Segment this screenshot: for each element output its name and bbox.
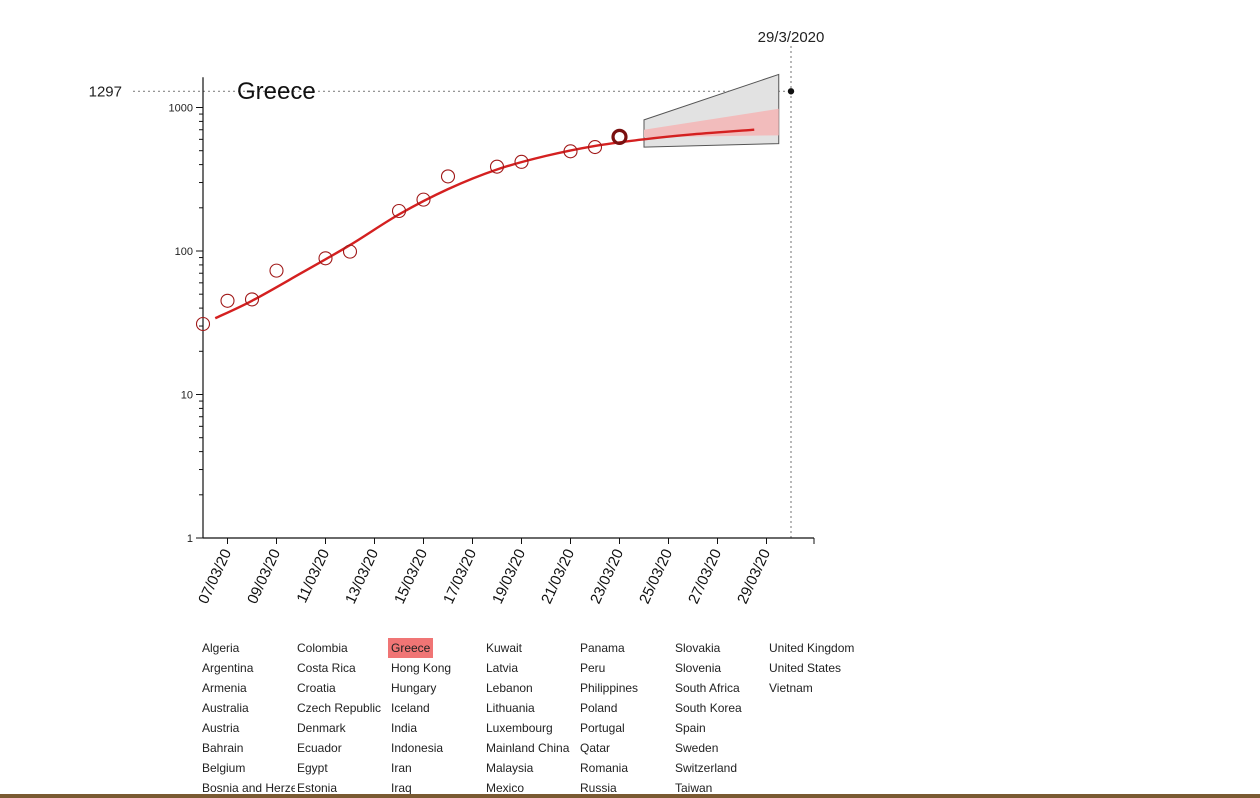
y-tick-label: 1000 <box>169 103 193 115</box>
y-tick-label: 1 <box>187 533 193 545</box>
x-tick-label: 13/03/20 <box>342 547 382 607</box>
country-item[interactable]: Austria <box>202 721 240 735</box>
country-column: Colombia Costa Rica Croatia Czech Republic D… <box>295 638 390 798</box>
country-item[interactable]: Lebanon <box>486 681 533 695</box>
fit-curve-line <box>214 128 755 320</box>
observed-point <box>220 293 235 308</box>
x-tick-label: 21/03/20 <box>538 547 578 607</box>
country-item[interactable]: Belgium <box>202 761 246 775</box>
country-item[interactable]: United Kingdom <box>769 641 855 655</box>
country-item[interactable]: United States <box>769 661 842 675</box>
country-item[interactable]: Hong Kong <box>391 661 452 675</box>
country-item[interactable]: Argentina <box>202 661 254 675</box>
country-item[interactable]: Czech Republic <box>297 701 382 715</box>
country-item[interactable]: Vietnam <box>769 681 813 695</box>
observed-point <box>195 316 211 332</box>
observed-point <box>489 159 505 174</box>
country-item[interactable]: Croatia <box>297 681 336 695</box>
country-item[interactable]: Armenia <box>202 681 247 695</box>
country-item-selected[interactable]: Greece <box>388 638 434 658</box>
country-item[interactable]: Denmark <box>297 721 346 735</box>
observed-points <box>195 128 628 332</box>
axes: 1 10 100 1000 07/03/20 09/03/20 11/03/20 13/03/… <box>169 77 815 607</box>
country-item[interactable]: Australia <box>202 701 249 715</box>
country-item[interactable]: Bosnia and Herzegovina <box>202 781 295 795</box>
observed-point <box>342 244 358 259</box>
observed-point <box>587 140 603 155</box>
country-item[interactable]: Estonia <box>297 781 338 795</box>
x-tick-label: 15/03/20 <box>391 547 431 607</box>
country-item[interactable]: Ecuador <box>297 741 342 755</box>
country-item[interactable]: Peru <box>580 661 606 675</box>
country-item[interactable]: South Korea <box>675 701 742 715</box>
bottom-divider <box>0 794 1260 798</box>
observed-point <box>244 292 260 307</box>
forecast-chart: 1297 29/3/2020 1 10 100 1000 07/03/20 09/03/20… <box>89 29 825 607</box>
reference-value-label: 1297 <box>89 83 122 100</box>
y-tick-label: 100 <box>175 246 193 258</box>
country-column: Greece Hong Kong Hungary Iceland India Indone… <box>388 638 484 798</box>
country-item[interactable]: Indonesia <box>391 741 444 755</box>
x-tick-label: 23/03/20 <box>587 547 627 607</box>
country-item[interactable]: Algeria <box>202 641 240 655</box>
country-column: Algeria Argentina Armenia Australia Austria B… <box>200 638 295 798</box>
country-item[interactable]: Qatar <box>580 741 611 755</box>
y-tick-label: 10 <box>181 390 193 402</box>
country-item[interactable]: Portugal <box>580 721 625 735</box>
country-item[interactable]: Slovenia <box>675 661 722 675</box>
country-column: Kuwait Latvia Lebanon Lithuania Luxembourg Ma… <box>484 638 579 798</box>
country-item[interactable]: Taiwan <box>675 781 713 795</box>
country-item[interactable]: India <box>391 721 418 735</box>
country-item[interactable]: Luxembourg <box>486 721 553 735</box>
country-item[interactable]: Spain <box>675 721 706 735</box>
x-tick-label: 29/03/20 <box>734 547 774 607</box>
x-tick-label: 25/03/20 <box>636 547 676 607</box>
observed-point <box>440 169 456 184</box>
country-item[interactable]: Iran <box>391 761 412 775</box>
fit-curve <box>214 128 755 320</box>
country-item[interactable]: Mainland China <box>486 741 570 755</box>
observed-point <box>514 154 529 169</box>
country-item[interactable]: Philippines <box>580 681 639 695</box>
x-tick-label: 09/03/20 <box>244 547 284 607</box>
country-item[interactable]: Costa Rica <box>297 661 356 675</box>
country-item[interactable]: Hungary <box>391 681 437 695</box>
country-column: Panama Peru Philippines Poland Portugal Qatar… <box>578 638 673 798</box>
country-item[interactable]: Bahrain <box>202 741 244 755</box>
country-column: Slovakia Slovenia South Africa South Korea S… <box>673 638 768 798</box>
reference-lines: 1297 29/3/2020 <box>89 29 825 538</box>
country-item[interactable]: Poland <box>580 701 618 715</box>
observed-point <box>269 263 284 278</box>
reference-point <box>787 88 795 95</box>
country-item[interactable]: Malaysia <box>486 761 534 775</box>
observed-point <box>563 144 578 159</box>
country-item[interactable]: Lithuania <box>486 701 535 715</box>
x-tick-label: 11/03/20 <box>294 547 334 606</box>
observed-point <box>391 203 407 219</box>
country-item[interactable]: Iraq <box>391 781 412 795</box>
x-tick-label: 27/03/20 <box>685 547 725 607</box>
x-tick-label: 17/03/20 <box>440 547 480 607</box>
country-item[interactable]: Kuwait <box>486 641 523 655</box>
country-column: United Kingdom United States Vietnam <box>767 638 862 698</box>
country-item[interactable]: Colombia <box>297 641 348 655</box>
country-item[interactable]: Sweden <box>675 741 719 755</box>
observed-point <box>416 192 431 207</box>
x-tick-label: 07/03/20 <box>195 547 235 607</box>
country-item[interactable]: Latvia <box>486 661 519 675</box>
country-item[interactable]: Slovakia <box>675 641 721 655</box>
country-item[interactable]: Switzerland <box>675 761 738 775</box>
observed-point <box>318 251 333 266</box>
country-item[interactable]: Russia <box>580 781 617 795</box>
x-tick-label: 19/03/20 <box>489 547 529 607</box>
country-item[interactable]: Mexico <box>486 781 525 795</box>
country-item[interactable]: Romania <box>580 761 629 775</box>
reference-date-label: 29/3/2020 <box>758 29 825 46</box>
country-item[interactable]: Egypt <box>297 761 328 775</box>
chart-title: Greece <box>237 78 316 105</box>
country-item[interactable]: Panama <box>580 641 625 655</box>
country-item[interactable]: Iceland <box>391 701 430 715</box>
latest-point-highlight <box>611 128 628 145</box>
country-item[interactable]: South Africa <box>675 681 740 695</box>
